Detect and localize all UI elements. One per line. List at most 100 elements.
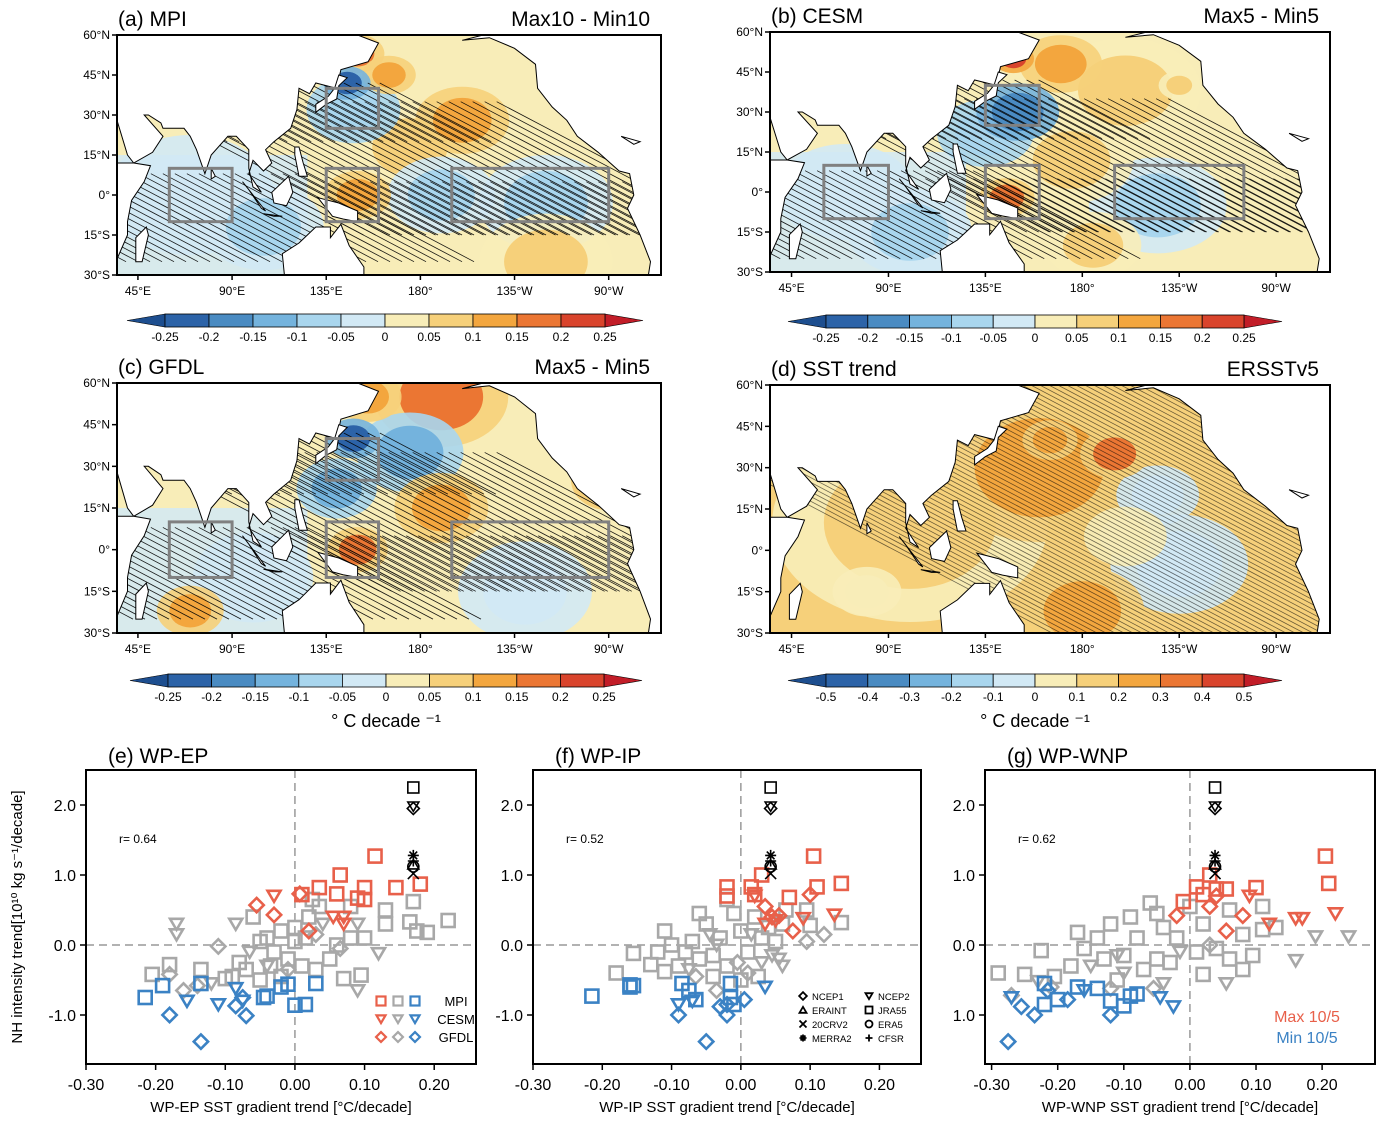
colorbar-swatch bbox=[1160, 314, 1203, 329]
hatch-line bbox=[322, 535, 428, 592]
x-tick-label: 0.00 bbox=[725, 1077, 756, 1094]
lon-tick-label: 135°W bbox=[496, 642, 533, 656]
data-point bbox=[1200, 897, 1219, 916]
data-point bbox=[193, 961, 209, 978]
data-point bbox=[1129, 986, 1145, 1002]
hatch-line bbox=[150, 173, 319, 263]
lon-tick-label: 90°W bbox=[594, 284, 624, 298]
x-tick-label: -0.30 bbox=[515, 1077, 552, 1094]
y-tick-label: 1.0 bbox=[54, 868, 76, 885]
hatch-line bbox=[1213, 178, 1315, 233]
hatch-line bbox=[1111, 385, 1330, 501]
hatch-line bbox=[322, 181, 424, 236]
colorbar-tick-label: -0.1 bbox=[288, 690, 309, 704]
hatch-line bbox=[942, 79, 1055, 140]
data-point bbox=[294, 958, 310, 974]
hatch-line bbox=[1189, 178, 1291, 233]
data-point bbox=[1339, 930, 1358, 946]
map-field bbox=[770, 32, 1330, 272]
coastline bbox=[315, 74, 349, 114]
hatch-line bbox=[367, 82, 480, 143]
data-point bbox=[265, 905, 284, 924]
coastline bbox=[866, 165, 872, 177]
coastline bbox=[939, 579, 1025, 633]
hatch-line bbox=[1105, 178, 1207, 233]
data-point bbox=[781, 889, 798, 906]
data-point bbox=[691, 905, 708, 922]
hatch-line bbox=[1153, 178, 1255, 233]
hatch-line bbox=[948, 170, 1117, 260]
data-point bbox=[287, 997, 303, 1014]
data-point bbox=[1195, 916, 1211, 932]
coastline bbox=[462, 35, 661, 275]
hatch-line bbox=[292, 101, 547, 236]
coastline bbox=[866, 522, 872, 535]
data-point bbox=[999, 1032, 1018, 1051]
hatch-line bbox=[117, 584, 182, 620]
hatch-line bbox=[1141, 178, 1243, 233]
legend-label: 20CRV2 bbox=[812, 1020, 848, 1031]
coastline bbox=[210, 168, 216, 180]
data-point bbox=[255, 989, 272, 1006]
hatch-line bbox=[117, 256, 127, 263]
hatch-line bbox=[490, 181, 592, 236]
hatch-line bbox=[331, 82, 444, 143]
data-point bbox=[407, 867, 420, 880]
hatch-line bbox=[117, 559, 230, 620]
region-box-wnp bbox=[324, 437, 381, 482]
data-point bbox=[669, 1006, 688, 1024]
colorbar-tick-label: -0.1 bbox=[287, 330, 308, 344]
legend-marker bbox=[797, 1005, 809, 1014]
hatch-line bbox=[117, 218, 199, 263]
colorbar-swatch bbox=[341, 673, 387, 688]
hatch-line bbox=[268, 452, 533, 592]
data-point bbox=[367, 848, 383, 864]
data-point bbox=[342, 930, 359, 946]
data-point bbox=[193, 975, 209, 992]
coastline bbox=[928, 172, 952, 204]
data-point bbox=[332, 867, 348, 883]
legend: NCEP1 NCEP2 ERAINT JRA55 20CRV2 ERA5 MERRA2 CFS… bbox=[797, 990, 910, 1045]
lat-tick-label: 30°S bbox=[737, 626, 763, 640]
scatter-panel-g: -0.30 -0.20 -0.10 0.00 0.10 0.20 2.0 1.0 0.0 1.0 (… bbox=[953, 745, 1376, 1116]
data-point bbox=[407, 849, 419, 861]
lon-tick-label: 45°E bbox=[778, 281, 804, 295]
field-blob bbox=[845, 575, 889, 609]
data-point bbox=[1149, 951, 1165, 967]
hatch-line bbox=[334, 535, 440, 592]
hatch-line bbox=[770, 233, 817, 260]
hatch-line bbox=[283, 82, 396, 143]
y-tick-label: 2.0 bbox=[953, 798, 975, 815]
colorbar-swatch bbox=[516, 313, 562, 328]
hatch-line bbox=[222, 173, 391, 263]
map-field bbox=[117, 383, 661, 633]
hatch-line bbox=[370, 181, 472, 236]
hatch-line bbox=[780, 170, 949, 260]
coastline bbox=[952, 500, 967, 532]
lat-tick-label: 45°N bbox=[736, 65, 763, 79]
legend-label: JRA55 bbox=[878, 1006, 907, 1017]
coastline bbox=[1288, 132, 1311, 142]
hatch-line bbox=[526, 535, 632, 592]
data-point bbox=[1025, 1006, 1044, 1024]
legend-marker bbox=[374, 1030, 388, 1044]
panel-title: (d) SST trend bbox=[771, 358, 897, 381]
colorbar-tick-label: 0.1 bbox=[465, 330, 482, 344]
legend-marker bbox=[375, 995, 387, 1007]
data-point bbox=[188, 976, 207, 995]
data-point bbox=[247, 896, 266, 915]
hatch-line bbox=[343, 432, 461, 495]
x-tick-label: 0.20 bbox=[1307, 1077, 1338, 1094]
coastline bbox=[117, 383, 380, 548]
data-point bbox=[798, 902, 815, 918]
data-point bbox=[763, 857, 778, 870]
data-point bbox=[683, 994, 702, 1010]
data-point bbox=[1208, 867, 1222, 880]
colorbar-tick-label: 0.15 bbox=[505, 330, 529, 344]
data-point bbox=[287, 933, 303, 950]
hatch-line bbox=[936, 170, 1105, 260]
data-point bbox=[1248, 879, 1264, 896]
data-point bbox=[584, 988, 600, 1004]
hatch-line bbox=[418, 535, 524, 592]
colorbar-tick-label: 0.15 bbox=[1149, 331, 1173, 345]
